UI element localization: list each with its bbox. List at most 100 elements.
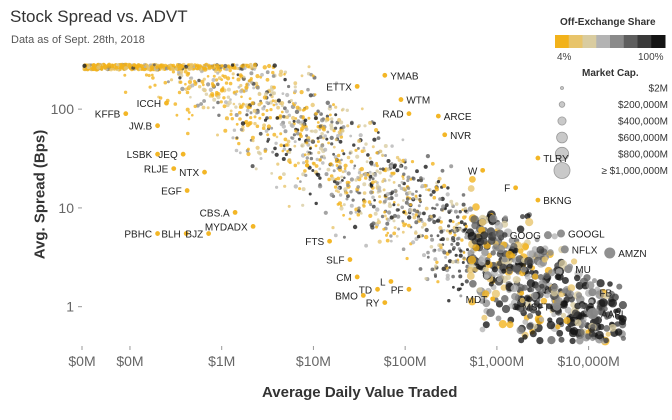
size-legend-marker: [558, 101, 566, 108]
data-point: [460, 238, 464, 242]
data-point: [422, 253, 426, 258]
data-point: [217, 113, 221, 118]
data-point: [451, 220, 455, 224]
data-point: [250, 135, 255, 140]
data-point: [397, 184, 401, 188]
data-point: [401, 247, 406, 251]
data-point: [229, 109, 233, 113]
data-point: [266, 137, 271, 142]
chart-subtitle: Data as of Sept. 28th, 2018: [11, 34, 145, 46]
data-point: [402, 210, 406, 214]
data-point: [369, 184, 374, 188]
data-point: [374, 180, 377, 184]
point-label: FTS: [305, 237, 324, 248]
data-point: [386, 217, 391, 222]
data-point: [239, 89, 244, 94]
data-point: [588, 299, 594, 304]
data-point: [155, 66, 159, 70]
data-point: [537, 274, 544, 280]
data-point: [329, 162, 333, 167]
data-point: [310, 102, 315, 108]
data-point: [519, 290, 525, 296]
data-point: [187, 111, 191, 114]
data-point: [341, 125, 346, 129]
data-point: [501, 268, 507, 274]
data-point: [478, 218, 487, 226]
data-point: [312, 161, 316, 166]
data-point: [387, 178, 391, 182]
data-point: [495, 300, 504, 308]
data-point: [288, 150, 292, 154]
data-point: [520, 266, 527, 273]
data-point: [411, 212, 415, 216]
data-point: [422, 222, 427, 227]
data-point: [427, 217, 432, 222]
data-point: [288, 148, 292, 152]
data-point: [185, 107, 190, 112]
data-point: [215, 90, 219, 95]
data-point: [383, 144, 388, 148]
data-point: [401, 219, 405, 223]
data-point: [283, 129, 288, 134]
data-point: [613, 308, 619, 314]
data-point: [348, 151, 352, 155]
point-label: NTX: [179, 168, 199, 179]
data-point: [513, 247, 519, 254]
point-label: TLRY: [543, 154, 569, 165]
data-point: [540, 297, 548, 305]
data-point: [246, 151, 251, 157]
data-point: [416, 234, 421, 239]
data-point: [520, 214, 525, 220]
data-point: [357, 206, 361, 210]
data-point: [366, 153, 370, 157]
data-point: [293, 144, 297, 148]
data-point: [311, 139, 316, 144]
data-point: [458, 274, 463, 279]
data-point: [318, 135, 323, 139]
data-point: [524, 273, 531, 280]
data-point: [244, 119, 249, 125]
data-point: [453, 233, 457, 237]
data-point: [500, 284, 507, 291]
data-point: [149, 65, 154, 69]
data-point: [526, 296, 533, 303]
point-label: JEQ: [158, 150, 178, 161]
data-point: [151, 76, 155, 80]
data-point: [300, 126, 305, 131]
x-tick-label: $1,000M: [470, 353, 524, 369]
data-point: [342, 235, 346, 239]
data-point: [374, 128, 379, 133]
data-point: [395, 155, 400, 160]
data-point: [547, 249, 554, 256]
data-point: [353, 164, 357, 168]
data-point: [364, 243, 368, 248]
data-point: [369, 190, 374, 195]
data-point: [511, 293, 519, 300]
data-point: [480, 231, 489, 240]
data-point: [303, 118, 308, 123]
data-point: [229, 98, 232, 101]
data-point: [329, 123, 334, 128]
data-point: [338, 201, 342, 206]
data-point: [309, 147, 312, 150]
data-point: [339, 206, 344, 211]
data-point: [378, 195, 382, 199]
data-point: [359, 166, 364, 172]
data-point: [318, 158, 322, 162]
data-point: [258, 131, 263, 136]
data-point: [276, 105, 280, 110]
data-point: [177, 90, 182, 95]
x-tick-label: $100M: [384, 353, 427, 369]
data-point: [194, 64, 198, 68]
data-point: [263, 118, 268, 122]
data-point: [468, 297, 477, 306]
data-point: [275, 185, 279, 189]
data-point: [297, 137, 301, 141]
data-point: [268, 116, 272, 120]
data-point: [382, 227, 386, 231]
data-point: [445, 229, 450, 233]
labeled-point: [375, 286, 380, 292]
data-point: [397, 158, 402, 162]
data-point: [464, 279, 469, 284]
data-point: [515, 283, 525, 293]
